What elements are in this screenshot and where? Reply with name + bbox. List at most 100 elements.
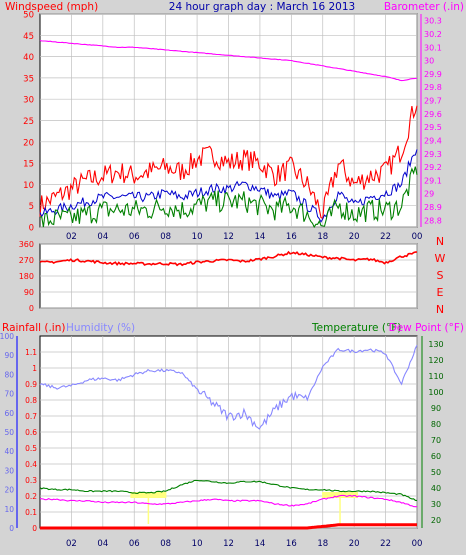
barometer-tick-label: 29 <box>424 190 434 199</box>
rainfall-tick-label: 1.1 <box>25 348 37 357</box>
rainfall-tick-label: 0.5 <box>25 444 37 453</box>
barometer-tick-label: 29.5 <box>424 123 442 132</box>
wind-series-gust <box>39 105 418 220</box>
climate-time-tick-label: 22 <box>380 539 391 549</box>
windspeed-tick-label: 35 <box>23 74 34 84</box>
rainfall-tick-label: 0.7 <box>25 412 37 421</box>
temperature-tick-labels: 20 30 40 50 60 70 80 90 100 110 120 130 <box>421 336 444 528</box>
barometer-tick-label: 29.2 <box>424 163 442 172</box>
rainfall-tick-label: 0.9 <box>25 380 37 389</box>
temperature-tick-label: 90 <box>431 404 441 413</box>
climate-time-tick-label: 02 <box>66 539 77 549</box>
wind-series-barometer <box>39 39 418 82</box>
windspeed-tick-label: 20 <box>23 138 34 148</box>
rainfall-tick-label: 0.2 <box>25 492 37 501</box>
compass-label: N <box>436 235 444 248</box>
wind-time-tick-label: 22 <box>380 232 391 242</box>
humidity-tick-label: 60 <box>4 409 14 418</box>
direction-series-line <box>39 250 418 267</box>
wind-grid <box>40 13 418 228</box>
wind-series-lines <box>39 14 422 229</box>
barometer-tick-label: 30.2 <box>424 30 442 39</box>
rainfall-tick-label: 0.1 <box>25 508 37 517</box>
temperature-tick-label: 60 <box>431 452 441 461</box>
climate-time-tick-label: 08 <box>160 539 171 549</box>
rainfall-tick-label: 0.6 <box>25 428 37 437</box>
windspeed-tick-labels: 0 5 10 15 20 25 30 35 40 45 50 <box>23 11 34 234</box>
wind-time-tick-label: 16 <box>286 232 297 242</box>
climate-series-dew_point <box>39 494 417 508</box>
windspeed-tick-label: 0 <box>29 224 34 234</box>
rainfall-tick-labels: 0 0.1 0.2 0.3 0.4 0.5 0.6 0.7 0.8 0.9 1 1.1 <box>25 348 37 533</box>
humidity-axis-title: Humidity (%) <box>66 322 135 334</box>
wind-time-tick-label: 20 <box>349 232 360 242</box>
temperature-tick-label: 50 <box>431 468 441 477</box>
climate-panel: 0 0.1 0.2 0.3 0.4 0.5 0.6 0.7 0.8 0.9 1 1.1 0 10 20 30… <box>0 332 444 549</box>
climate-time-tick-label: 06 <box>129 539 140 549</box>
barometer-tick-label: 30.3 <box>424 17 442 26</box>
rainfall-tick-label: 0.3 <box>25 476 37 485</box>
windspeed-tick-label: 25 <box>23 117 34 127</box>
compass-label: E <box>437 286 444 299</box>
climate-time-tick-label: 04 <box>97 539 108 549</box>
windspeed-tick-label: 30 <box>23 96 34 106</box>
graph-title: 24 hour graph day : March 16 2013 <box>169 1 355 13</box>
windspeed-tick-label: 15 <box>23 160 34 170</box>
climate-time-tick-label: 14 <box>255 539 266 549</box>
climate-series-lines <box>39 345 418 530</box>
climate-series-temperature <box>39 479 418 502</box>
humidity-tick-labels: 0 10 20 30 40 50 60 70 80 90 100 <box>0 332 18 533</box>
sun-marker <box>322 492 359 498</box>
compass-label: W <box>435 252 446 265</box>
compass-label: S <box>437 269 444 282</box>
rainfall-tick-label: 0.8 <box>25 396 37 405</box>
barometer-axis-title: Barometer (.in) <box>384 1 464 13</box>
climate-time-tick-labels: 02 04 06 08 10 12 14 16 18 20 22 00 <box>66 539 422 549</box>
temperature-axis-title: Temperature (°F) <box>311 322 401 334</box>
wind-time-tick-label: 08 <box>160 232 171 242</box>
temperature-tick-label: 40 <box>431 484 441 493</box>
direction-tick-label: 180 <box>19 272 34 281</box>
humidity-tick-label: 40 <box>4 447 14 456</box>
climate-time-tick-label: 10 <box>192 539 203 549</box>
rainfall-tick-label: 1 <box>32 364 37 373</box>
humidity-tick-label: 100 <box>0 332 14 341</box>
barometer-tick-label: 29.8 <box>424 83 442 92</box>
barometer-tick-label: 29.9 <box>424 70 442 79</box>
barometer-tick-label: 29.6 <box>424 110 442 119</box>
barometer-tick-label: 29.7 <box>424 97 442 106</box>
temperature-tick-label: 120 <box>428 356 443 365</box>
windspeed-tick-label: 40 <box>23 53 34 63</box>
temperature-tick-label: 70 <box>431 436 441 445</box>
climate-time-tick-label: 16 <box>286 539 297 549</box>
temperature-tick-label: 130 <box>428 340 443 349</box>
direction-tick-labels: 0 90 180 270 360 <box>19 240 34 313</box>
climate-time-tick-label: 18 <box>317 539 328 549</box>
barometer-tick-label: 28.9 <box>424 203 442 212</box>
direction-tick-label: 0 <box>29 304 34 313</box>
windspeed-axis-title: Windspeed (mph) <box>5 1 98 13</box>
humidity-tick-label: 30 <box>4 466 14 475</box>
direction-tick-label: 90 <box>24 288 34 297</box>
wind-series-average <box>39 149 418 223</box>
humidity-tick-label: 90 <box>4 351 14 360</box>
humidity-tick-label: 10 <box>4 505 14 514</box>
barometer-tick-label: 30.1 <box>424 43 442 52</box>
wind-time-tick-labels: 02 04 06 08 10 12 14 16 18 20 22 00 <box>66 232 422 242</box>
temperature-tick-label: 100 <box>428 388 443 397</box>
rainfall-tick-label: 0 <box>32 524 37 533</box>
windspeed-tick-label: 50 <box>23 11 34 21</box>
wind-time-tick-label: 06 <box>129 232 140 242</box>
climate-series-rainfall <box>40 523 417 530</box>
barometer-tick-label: 29.1 <box>424 176 442 185</box>
direction-tick-label: 360 <box>19 240 34 249</box>
wind-series-minimum <box>39 166 418 229</box>
humidity-tick-label: 80 <box>4 370 14 379</box>
wind-time-tick-label: 12 <box>223 232 234 242</box>
wind-time-tick-label: 02 <box>66 232 77 242</box>
wind-time-tick-label: 14 <box>255 232 266 242</box>
